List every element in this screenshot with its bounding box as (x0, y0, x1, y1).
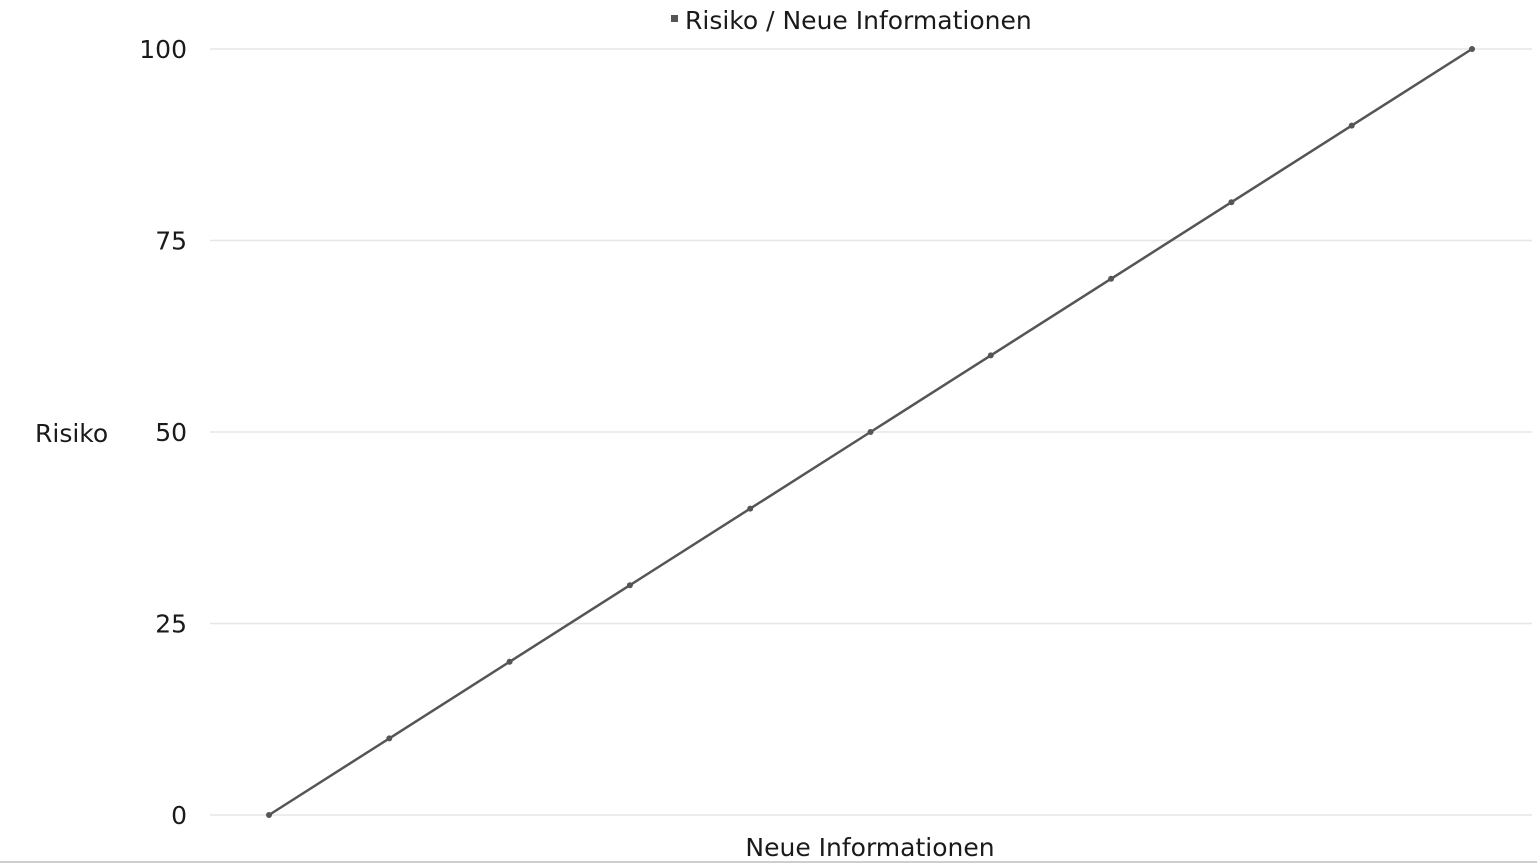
legend-label: Risiko / Neue Informationen (685, 6, 1032, 35)
y-tick-labels: 0 25 50 75 100 (139, 35, 187, 830)
y-axis-title: Risiko (35, 419, 108, 448)
data-point (266, 812, 272, 818)
legend-marker (671, 15, 678, 22)
data-point (506, 658, 513, 665)
y-tick-label: 50 (155, 418, 187, 447)
data-point (386, 735, 393, 742)
y-tick-label: 25 (155, 610, 187, 639)
y-tick-label: 75 (155, 227, 187, 256)
y-tick-label: 100 (139, 35, 187, 64)
data-point (1108, 275, 1115, 282)
data-point (747, 505, 754, 512)
legend: Risiko / Neue Informationen (671, 6, 1032, 35)
series (266, 46, 1475, 818)
x-axis-title: Neue Informationen (745, 833, 994, 862)
data-point (1348, 122, 1355, 129)
data-point (1228, 199, 1235, 206)
data-point (626, 582, 633, 589)
data-point (1469, 46, 1475, 52)
y-tick-label: 0 (171, 801, 187, 830)
data-point (987, 352, 994, 359)
data-point (867, 429, 874, 435)
